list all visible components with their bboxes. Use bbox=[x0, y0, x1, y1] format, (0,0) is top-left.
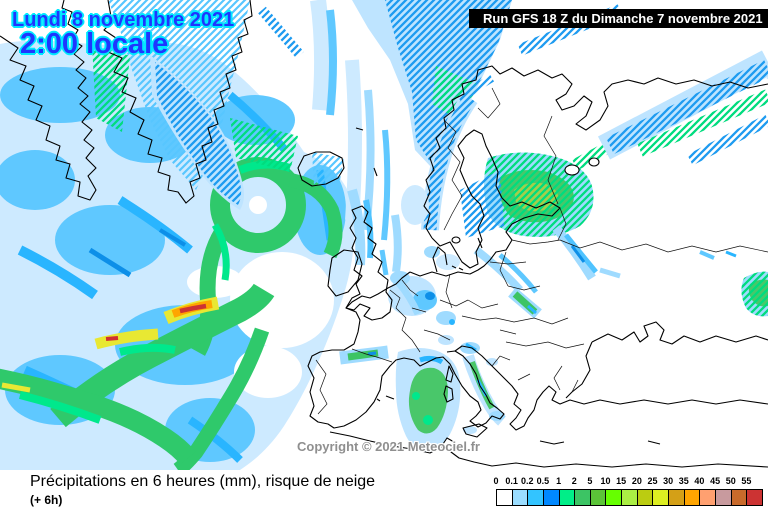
legend-cell bbox=[715, 490, 732, 505]
forecast-hour-label: (+ 6h) bbox=[30, 493, 63, 507]
legend-cell bbox=[622, 490, 638, 505]
date-label: Lundi 8 novembre 2021 bbox=[12, 9, 235, 31]
copyright-watermark: Copyright © 2021 Meteociel.fr bbox=[297, 439, 480, 454]
legend-label: 0.2 bbox=[521, 476, 534, 486]
map-footer: Précipitations en 6 heures (mm), risque … bbox=[0, 470, 768, 512]
model-run-text: Run GFS 18 Z du Dimanche 7 novembre 2021 bbox=[483, 11, 763, 26]
legend-label: 50 bbox=[725, 476, 736, 486]
legend-label: 15 bbox=[616, 476, 627, 486]
legend-cell bbox=[684, 490, 701, 505]
legend-label: 55 bbox=[741, 476, 752, 486]
legend-cell bbox=[575, 490, 591, 505]
legend-label: 40 bbox=[694, 476, 705, 486]
precipitation-legend: 0 0.1 0.2 0.5 1 2 5 10 15 20 25 30 35 40 45 50 55 bbox=[488, 470, 768, 512]
legend-label: 25 bbox=[647, 476, 658, 486]
time-label: 2:00 locale bbox=[20, 28, 169, 60]
legend-label: 0.5 bbox=[536, 476, 550, 486]
legend-cell bbox=[512, 490, 529, 505]
legend-cell bbox=[590, 490, 607, 505]
legend-cell bbox=[559, 490, 576, 505]
legend-label: 0 bbox=[493, 476, 499, 486]
legend-label: 5 bbox=[587, 476, 593, 486]
legend-label: 35 bbox=[678, 476, 689, 486]
legend-cell bbox=[606, 490, 623, 505]
legend-label: 2 bbox=[571, 476, 577, 486]
legend-label: 1 bbox=[556, 476, 562, 486]
legend-cell bbox=[700, 490, 716, 505]
legend-labels: 0 0.1 0.2 0.5 1 2 5 10 15 20 25 30 35 40 45 50 55 bbox=[493, 476, 764, 487]
precipitation-map bbox=[0, 0, 768, 470]
legend-cell bbox=[543, 490, 560, 505]
model-run-banner: Run GFS 18 Z du Dimanche 7 novembre 2021 bbox=[469, 9, 768, 28]
legend-label: 45 bbox=[710, 476, 721, 486]
legend-label: 30 bbox=[663, 476, 674, 486]
country-borders bbox=[315, 87, 768, 415]
legend-cell bbox=[669, 490, 685, 505]
precipitation-shapes bbox=[0, 0, 768, 470]
legend-label: 0.1 bbox=[505, 476, 518, 486]
legend-label: 10 bbox=[600, 476, 611, 486]
map-title: Précipitations en 6 heures (mm), risque … bbox=[30, 473, 376, 490]
legend-cell bbox=[497, 490, 513, 505]
legend-label: 20 bbox=[631, 476, 642, 486]
legend-cell bbox=[731, 490, 748, 505]
legend-bar bbox=[496, 489, 763, 506]
legend-cell bbox=[637, 490, 654, 505]
legend-cell bbox=[653, 490, 670, 505]
legend-cell bbox=[747, 490, 762, 505]
legend-cell bbox=[528, 490, 544, 505]
coastlines bbox=[0, 0, 768, 468]
